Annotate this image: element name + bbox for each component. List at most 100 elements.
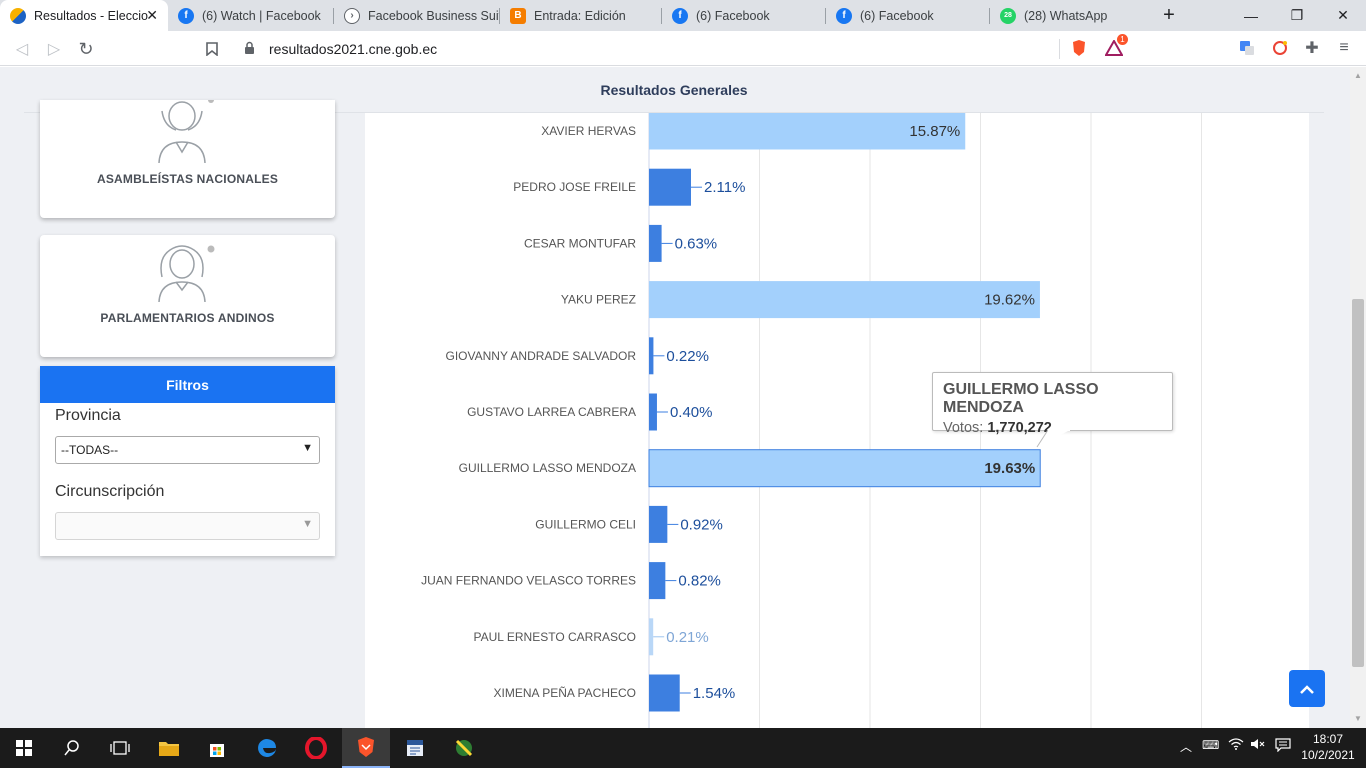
category-label: YAKU PEREZ xyxy=(561,293,636,307)
brave-icon[interactable] xyxy=(342,728,390,768)
close-tab-icon[interactable]: ✕ xyxy=(146,7,158,23)
tab-whatsapp[interactable]: 28 (28) WhatsApp xyxy=(990,0,1154,31)
category-label: XIMENA PEÑA PACHECO xyxy=(494,686,636,700)
menu-icon[interactable]: ≡ xyxy=(1339,39,1349,56)
bar xyxy=(649,337,654,375)
data-label: 19.63% xyxy=(984,460,1035,477)
search-icon[interactable] xyxy=(48,728,96,768)
tab-facebook-1[interactable]: f (6) Facebook xyxy=(662,0,826,31)
wifi-icon[interactable] xyxy=(1228,738,1244,753)
card-parlamentarios-andinos[interactable]: PARLAMENTARIOS ANDINOS xyxy=(40,235,335,357)
scroll-to-top-button[interactable] xyxy=(1289,670,1325,707)
circunscripcion-label: Circunscripción xyxy=(55,483,165,500)
edge-icon[interactable] xyxy=(243,728,291,768)
provincia-select[interactable]: --TODAS-- ▼ xyxy=(55,436,320,464)
bar xyxy=(649,224,662,262)
browser-toolbar: ◁ ▷ ↻ resultados2021.cne.gob.ec 1 ✚ ≡ xyxy=(0,31,1366,66)
translate-extension-icon[interactable] xyxy=(1237,38,1257,58)
tab-watch-facebook[interactable]: f (6) Watch | Facebook xyxy=(168,0,334,31)
chevron-down-icon: ▼ xyxy=(302,442,313,454)
blogger-icon: B xyxy=(510,7,526,24)
app-icon[interactable] xyxy=(440,728,488,768)
tooltip-votes-value: 1,770,272 xyxy=(987,420,1052,436)
keyboard-language-icon[interactable]: ⌨ xyxy=(1202,738,1220,752)
close-window-button[interactable]: ✕ xyxy=(1337,7,1349,23)
data-label: 15.87% xyxy=(909,123,960,140)
tab-title: (6) Watch | Facebook xyxy=(202,8,321,23)
brave-rewards-icon[interactable]: 1 xyxy=(1104,34,1128,58)
minimize-button[interactable]: — xyxy=(1244,7,1258,24)
category-label: PEDRO JOSE FREILE xyxy=(513,180,636,194)
tab-blogger[interactable]: B Entrada: Edición xyxy=(500,0,662,31)
bar xyxy=(649,113,966,150)
facebook-icon: f xyxy=(178,7,194,24)
filters-title: Filtros xyxy=(40,366,335,403)
provincia-label: Provincia xyxy=(55,407,121,424)
whatsapp-icon: 28 xyxy=(1000,7,1016,24)
card-label: PARLAMENTARIOS ANDINOS xyxy=(100,311,275,325)
tab-title: (6) Facebook xyxy=(696,8,770,23)
opera-icon[interactable] xyxy=(292,728,340,768)
forward-icon[interactable]: ▷ xyxy=(47,41,61,58)
lock-icon xyxy=(244,41,255,60)
woman-avatar-icon xyxy=(158,245,215,303)
toolbar-divider xyxy=(1059,39,1060,59)
card-label: ASAMBLEÍSTAS NACIONALES xyxy=(96,172,279,186)
brave-shields-icon[interactable] xyxy=(1069,38,1089,58)
tab-title: Facebook Business Suite xyxy=(368,8,500,23)
tab-separator xyxy=(989,8,990,24)
file-explorer-icon[interactable] xyxy=(145,728,193,768)
card-asambleistas-nacionales[interactable]: ASAMBLEÍSTAS NACIONALES xyxy=(40,100,335,218)
taskbar-clock[interactable]: 18:07 10/2/2021 xyxy=(1298,731,1358,763)
tab-separator xyxy=(825,8,826,24)
tab-title: Resultados - Eleccio xyxy=(34,8,148,23)
tab-title: Entrada: Edición xyxy=(534,8,626,23)
bar xyxy=(649,674,680,712)
rewards-badge: 1 xyxy=(1117,34,1128,45)
scroll-down-arrow-icon[interactable]: ▼ xyxy=(1354,714,1362,723)
category-label: GUILLERMO CELI xyxy=(535,517,636,531)
tab-facebook-2[interactable]: f (6) Facebook xyxy=(826,0,990,31)
show-hidden-icons-icon[interactable]: ︿ xyxy=(1180,740,1193,754)
scroll-up-arrow-icon[interactable]: ▲ xyxy=(1354,71,1362,80)
back-icon[interactable]: ◁ xyxy=(15,41,29,58)
notifications-icon[interactable] xyxy=(1275,738,1291,755)
bar xyxy=(649,393,657,431)
bar xyxy=(649,168,691,206)
data-label: 0.92% xyxy=(680,516,723,533)
tab-business-suite[interactable]: › Facebook Business Suite xyxy=(334,0,500,31)
bookmark-icon[interactable] xyxy=(200,37,224,61)
volume-muted-icon[interactable] xyxy=(1250,738,1266,753)
tooltip-votes-label: Votos: xyxy=(943,420,984,436)
tab-separator xyxy=(661,8,662,24)
scrollbar-thumb[interactable] xyxy=(1352,299,1364,667)
category-label: CESAR MONTUFAR xyxy=(524,236,636,250)
facebook-icon: f xyxy=(836,7,852,24)
address-bar[interactable]: resultados2021.cne.gob.ec xyxy=(234,35,1060,63)
word-icon[interactable] xyxy=(391,728,439,768)
chevron-down-icon: ▼ xyxy=(302,518,313,530)
task-view-icon[interactable] xyxy=(96,728,144,768)
data-label: 0.40% xyxy=(670,404,713,421)
tooltip-pointer xyxy=(1036,430,1070,448)
bar xyxy=(649,562,666,600)
extension-circle-icon[interactable] xyxy=(1270,38,1290,58)
category-label: GUSTAVO LARREA CABRERA xyxy=(467,405,636,419)
tab-separator xyxy=(499,8,500,24)
circunscripcion-select[interactable]: ▼ xyxy=(55,512,320,540)
store-icon[interactable] xyxy=(193,728,241,768)
page-scrollbar[interactable]: ▲ ▼ xyxy=(1350,67,1366,728)
cne-icon xyxy=(10,7,26,24)
restore-button[interactable]: ❐ xyxy=(1290,7,1304,23)
tab-title: (28) WhatsApp xyxy=(1024,8,1108,23)
woman-avatar-icon xyxy=(158,100,214,164)
tooltip-votes: Votos: 1,770,272 xyxy=(943,420,1162,436)
chart-tooltip: GUILLERMO LASSO MENDOZA Votos: 1,770,272 xyxy=(932,372,1173,436)
reload-icon[interactable]: ↻ xyxy=(78,38,94,59)
new-tab-button[interactable]: + xyxy=(1163,4,1175,26)
tab-resultados[interactable]: Resultados - Eleccio ✕ xyxy=(0,0,168,31)
data-label: 0.63% xyxy=(675,235,718,252)
extensions-puzzle-icon[interactable]: ✚ xyxy=(1305,40,1319,57)
data-label: 0.82% xyxy=(678,573,721,590)
start-icon[interactable] xyxy=(0,728,48,768)
